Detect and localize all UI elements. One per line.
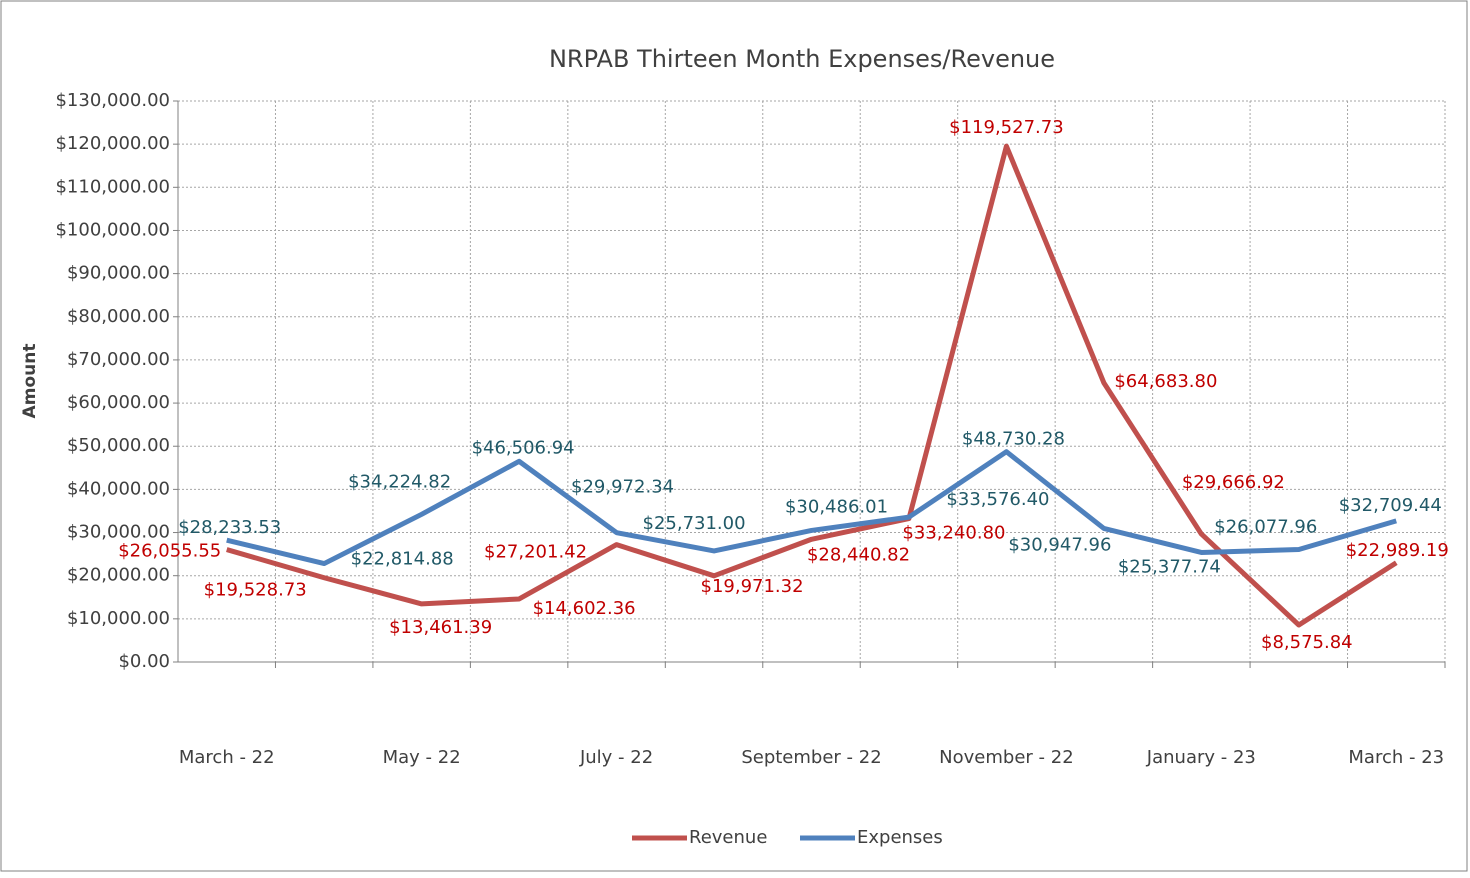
x-tick-label: March - 23 xyxy=(1348,747,1444,768)
data-label: $29,972.34 xyxy=(571,477,674,498)
y-tick-label: $10,000.00 xyxy=(67,608,170,629)
data-label: $32,709.44 xyxy=(1339,495,1442,516)
y-tick-label: $70,000.00 xyxy=(67,349,170,370)
data-label: $28,233.53 xyxy=(178,517,281,538)
y-tick-label: $20,000.00 xyxy=(67,565,170,586)
y-tick-label: $60,000.00 xyxy=(67,392,170,413)
y-tick-label: $130,000.00 xyxy=(55,90,170,111)
data-label: $28,440.82 xyxy=(807,544,910,565)
y-tick-label: $90,000.00 xyxy=(67,263,170,284)
x-tick-label: March - 22 xyxy=(179,747,275,768)
x-tick-label: January - 23 xyxy=(1146,747,1256,768)
data-label: $26,077.96 xyxy=(1214,516,1317,537)
data-label: $30,947.96 xyxy=(1008,534,1111,555)
data-label: $14,602.36 xyxy=(533,598,636,619)
data-label: $13,461.39 xyxy=(389,617,492,638)
data-label: $29,666.92 xyxy=(1182,472,1285,493)
data-label: $48,730.28 xyxy=(962,429,1065,450)
chart-title: NRPAB Thirteen Month Expenses/Revenue xyxy=(549,45,1055,73)
y-tick-label: $30,000.00 xyxy=(67,522,170,543)
y-tick-label: $120,000.00 xyxy=(55,133,170,154)
x-tick-label: November - 22 xyxy=(939,747,1073,768)
x-tick-label: July - 22 xyxy=(579,747,653,768)
legend-label: Revenue xyxy=(689,827,767,848)
data-label: $8,575.84 xyxy=(1261,632,1353,653)
data-label: $22,814.88 xyxy=(351,549,454,570)
data-label: $119,527.73 xyxy=(949,117,1064,138)
y-tick-label: $110,000.00 xyxy=(55,176,170,197)
y-tick-label: $80,000.00 xyxy=(67,306,170,327)
data-label: $26,055.55 xyxy=(118,541,221,562)
data-label: $19,528.73 xyxy=(204,580,307,601)
series-line xyxy=(226,143,1398,628)
x-tick-label: September - 22 xyxy=(741,747,881,768)
y-axis-title: Amount xyxy=(20,344,40,419)
data-label: $46,506.94 xyxy=(472,437,575,458)
data-label: $27,201.42 xyxy=(484,542,587,563)
x-tick-label: May - 22 xyxy=(383,747,461,768)
y-tick-label: $40,000.00 xyxy=(67,478,170,499)
legend-label: Expenses xyxy=(857,827,943,848)
data-label: $33,240.80 xyxy=(902,523,1005,544)
y-tick-label: $50,000.00 xyxy=(67,435,170,456)
data-label: $64,683.80 xyxy=(1114,371,1217,392)
data-label: $30,486.01 xyxy=(785,496,888,517)
y-tick-label: $0.00 xyxy=(118,651,170,672)
data-label: $25,731.00 xyxy=(643,513,746,534)
data-label: $19,971.32 xyxy=(701,576,804,597)
data-label: $22,989.19 xyxy=(1346,540,1449,561)
data-label: $34,224.82 xyxy=(348,471,451,492)
data-label: $33,576.40 xyxy=(946,489,1049,510)
series-line xyxy=(226,449,1397,567)
data-label: $25,377.74 xyxy=(1118,556,1221,577)
y-tick-label: $100,000.00 xyxy=(55,219,170,240)
